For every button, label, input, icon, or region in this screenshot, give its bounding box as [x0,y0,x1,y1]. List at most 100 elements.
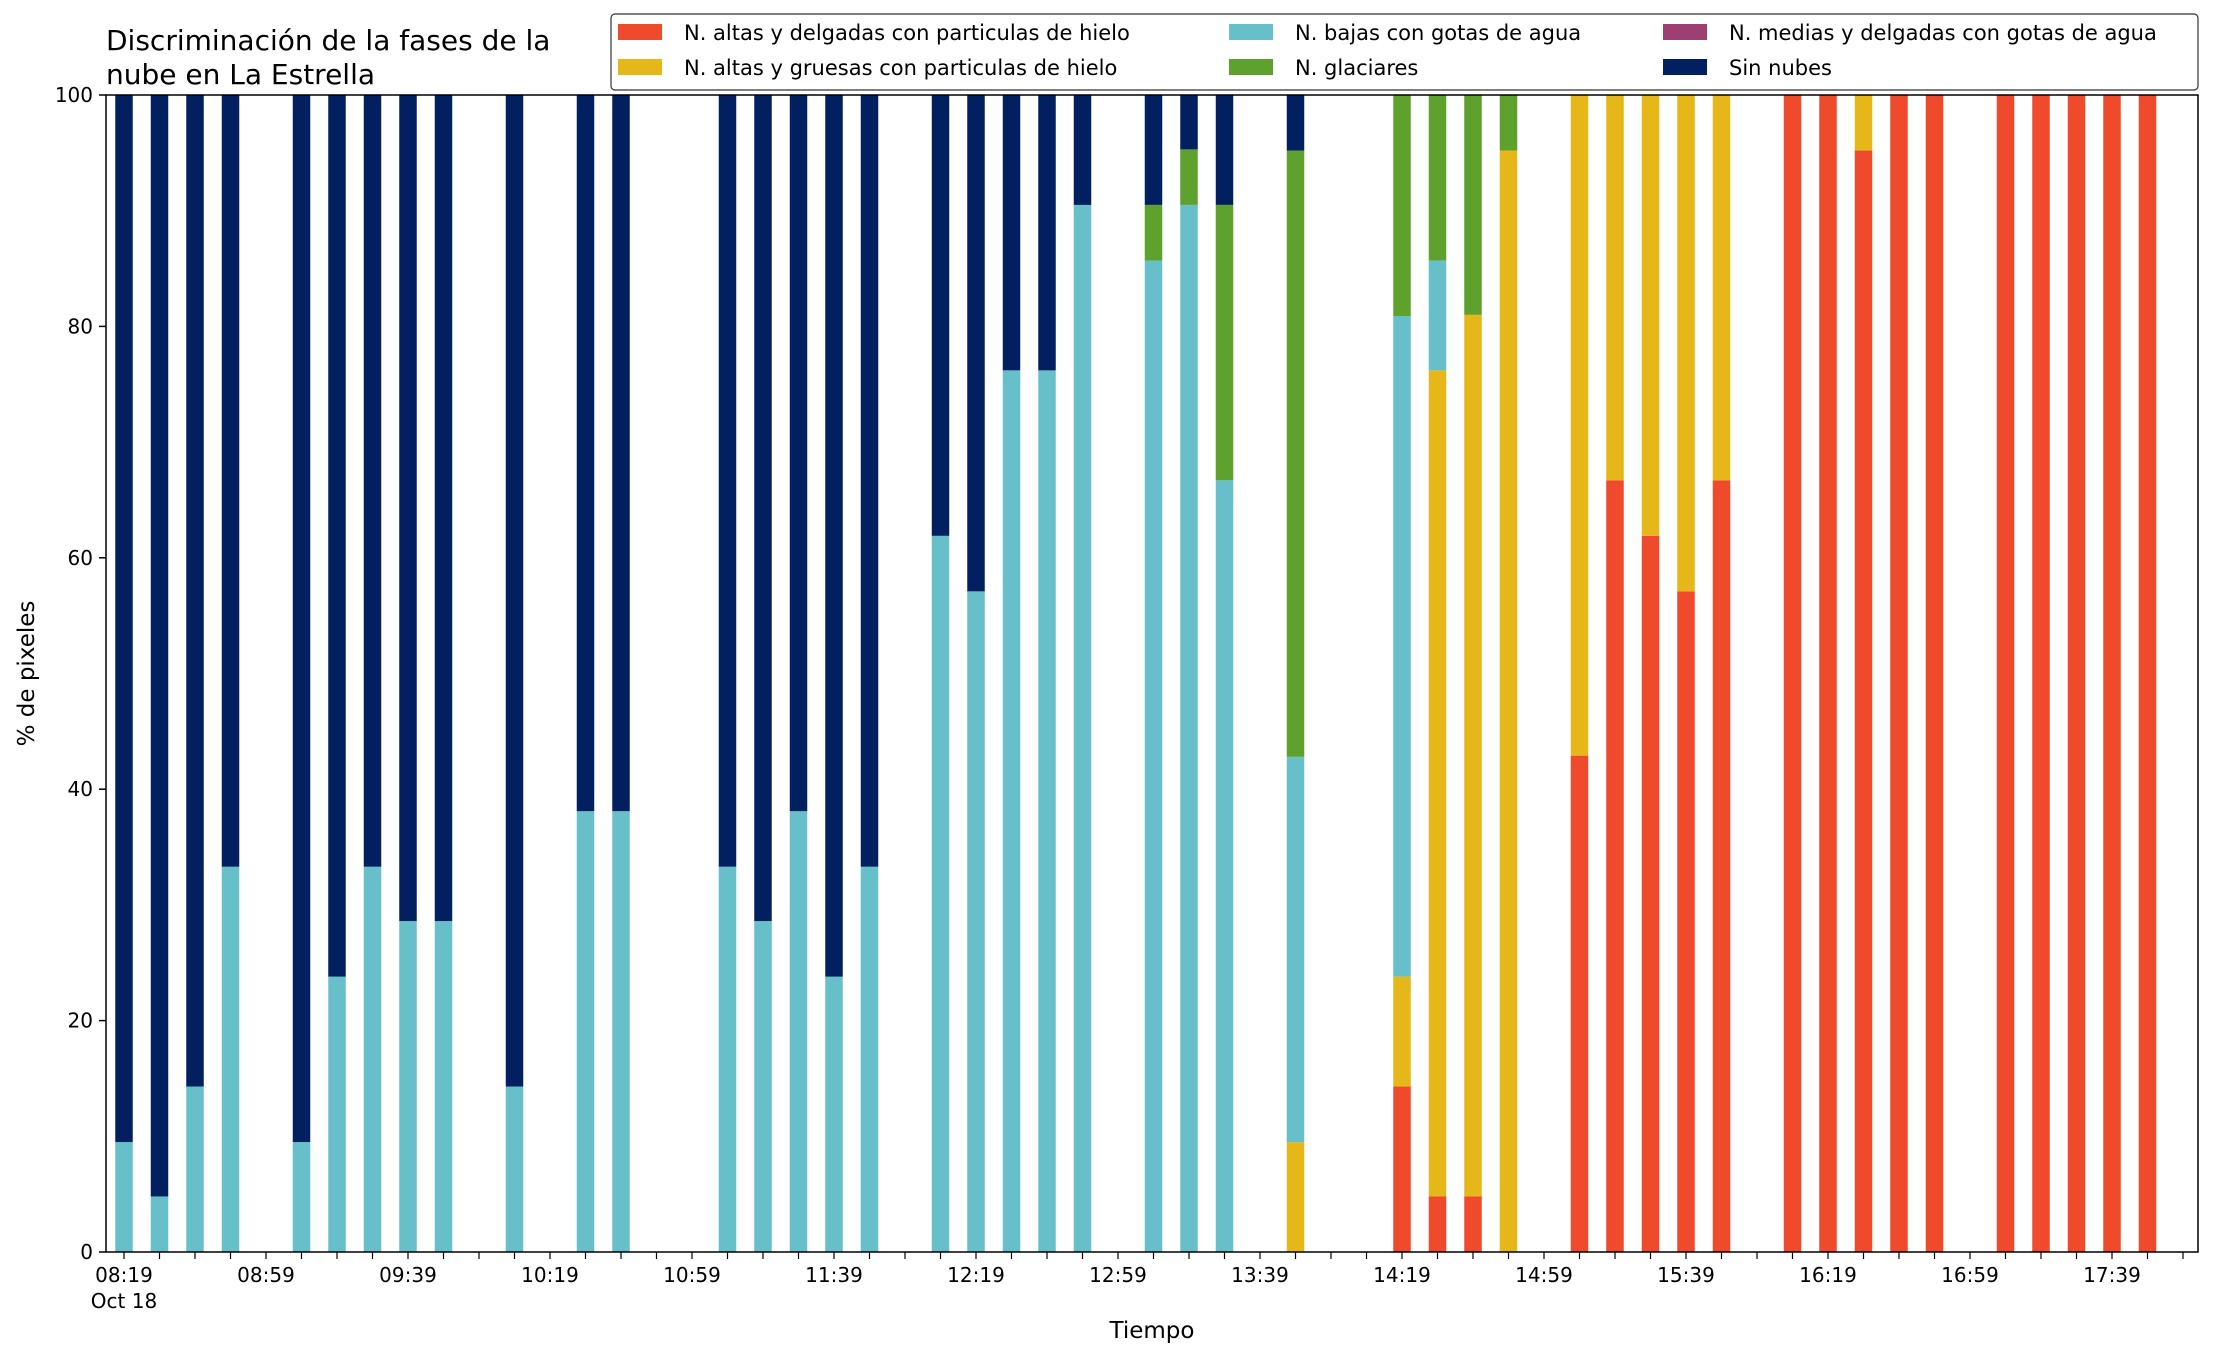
y-tick-label-40: 40 [68,777,93,801]
y-tick-label-0: 0 [80,1240,93,1264]
y-tick-label-80: 80 [68,314,93,338]
bar-segment-1709-s0 [1996,95,2015,1252]
legend: N. altas y delgadas con particulas de hi… [610,13,2199,91]
bar-segment-1249-s2 [1073,204,1092,1252]
x-tick-label-1539: 15:39 [1657,1263,1715,1287]
legend-swatch-0 [618,24,662,40]
bar-segment-1529-s0 [1641,535,1660,1252]
bar-segment-1419-s1 [1393,976,1411,1087]
bar-segment-0909-s2 [292,1142,311,1252]
x-tick-label-1619: 16:19 [1799,1263,1857,1287]
bar-segment-1509-s0 [1570,755,1589,1252]
x-tick-label-1339: 13:39 [1231,1263,1289,1287]
legend-label-3: N. glaciares [1295,56,1418,80]
bar-segment-1129-s2 [789,811,808,1252]
bar-segment-0919-s5 [328,95,346,977]
bar-segment-1429-s0 [1428,1196,1447,1252]
bar-segment-1519-s0 [1606,480,1624,1252]
x-tick-label-1219: 12:19 [947,1263,1005,1287]
x-tick-label-1659: 16:59 [1941,1263,1999,1287]
chart-title-line-1: Discriminación de la fases de la [106,24,550,57]
bar-segment-1149-s2 [860,866,879,1252]
bar-segment-0929-s5 [363,95,382,867]
bar-segment-1119-s2 [754,921,772,1252]
bar-segment-1329-s2 [1215,480,1234,1252]
bar-segment-1239-s2 [1038,370,1056,1252]
bar-segment-0819-s2 [115,1142,133,1252]
bar-segment-1649-s0 [1925,95,1944,1252]
bar-segment-1449-s1 [1499,150,1518,1252]
bar-segment-1249-s5 [1073,95,1092,205]
bar-segment-1509-s1 [1570,95,1589,756]
bar-segment-1039-s5 [612,95,630,812]
bar-segment-1439-s1 [1464,314,1482,1197]
bar-segment-0829-s2 [150,1196,169,1252]
legend-label-4: N. medias y delgadas con gotas de agua [1729,21,2157,45]
bar-segment-0839-s2 [186,1086,204,1252]
bar-segment-0919-s2 [328,976,346,1252]
legend-label-0: N. altas y delgadas con particulas de hi… [684,21,1130,45]
bar-segment-1629-s0 [1854,150,1873,1252]
bar-segment-0929-s2 [363,866,382,1252]
bar-segment-1349-s5 [1286,95,1305,151]
bar-segment-1119-s5 [754,95,772,922]
x-tick-label-1059: 10:59 [663,1263,721,1287]
bar-segment-1539-s0 [1677,591,1695,1252]
legend-label-2: N. bajas con gotas de agua [1295,21,1581,45]
chart-title-line-2: nube en La Estrella [106,58,375,91]
bar-segment-1429-s3 [1428,95,1447,261]
y-tick-label-60: 60 [68,546,93,570]
x-tick-label-0939: 09:39 [379,1263,437,1287]
x-tick-label-1739: 17:39 [2083,1263,2141,1287]
bar-segment-1309-s2 [1144,260,1163,1252]
bar-segment-1309-s5 [1144,95,1163,205]
bar-segment-1209-s2 [931,535,950,1252]
legend-box [610,13,2199,91]
bar-segment-0939-s2 [399,921,417,1252]
bar-segment-1309-s3 [1144,204,1163,261]
bar-segment-1549-s1 [1712,95,1731,481]
bar-segment-1109-s5 [718,95,737,867]
bar-segment-1349-s1 [1286,1142,1305,1252]
bar-segment-1139-s5 [825,95,843,977]
bar-segment-1219-s5 [967,95,985,592]
legend-swatch-1 [618,59,662,75]
bar-segment-1219-s2 [967,591,985,1252]
bar-segment-0849-s2 [221,866,240,1252]
bar-segment-1109-s2 [718,866,737,1252]
y-axis: 0 20 40 60 80 100 [55,83,106,1264]
bar-segment-1329-s3 [1215,204,1234,481]
bar-segment-1319-s5 [1180,95,1198,150]
x-tick-date-label: Oct 18 [91,1289,157,1313]
bar-segment-1029-s2 [576,811,595,1252]
bar-segment-1319-s3 [1180,149,1198,205]
chart-title: Discriminación de la fases de la nube en… [106,24,550,91]
legend-swatch-2 [1229,24,1273,40]
bar-segment-1429-s2 [1428,260,1447,371]
bar-segment-1229-s5 [1002,95,1021,371]
bar-segment-0819-s5 [115,95,133,1143]
bar-segment-1419-s0 [1393,1086,1411,1252]
bar-segment-1629-s1 [1854,95,1873,151]
bar-segment-0909-s5 [292,95,311,1143]
bar-segment-1529-s1 [1641,95,1660,536]
bar-segment-1139-s2 [825,976,843,1252]
bar-segment-1439-s0 [1464,1196,1482,1252]
bar-segment-1439-s3 [1464,95,1482,315]
bar-segment-0939-s5 [399,95,417,922]
legend-label-5: Sin nubes [1729,56,1832,80]
bars-layer [115,95,2157,1252]
bar-segment-1229-s2 [1002,370,1021,1252]
bar-segment-1429-s1 [1428,370,1447,1197]
bar-segment-0849-s5 [221,95,240,867]
bar-segment-1739-s0 [2103,95,2121,1252]
x-tick-label-1259: 12:59 [1089,1263,1147,1287]
legend-swatch-4 [1663,24,1707,40]
y-tick-label-100: 100 [55,83,93,107]
bar-segment-1319-s2 [1180,204,1198,1252]
bar-segment-1329-s5 [1215,95,1234,205]
bar-segment-1449-s3 [1499,95,1518,151]
bar-segment-1519-s1 [1606,95,1624,481]
